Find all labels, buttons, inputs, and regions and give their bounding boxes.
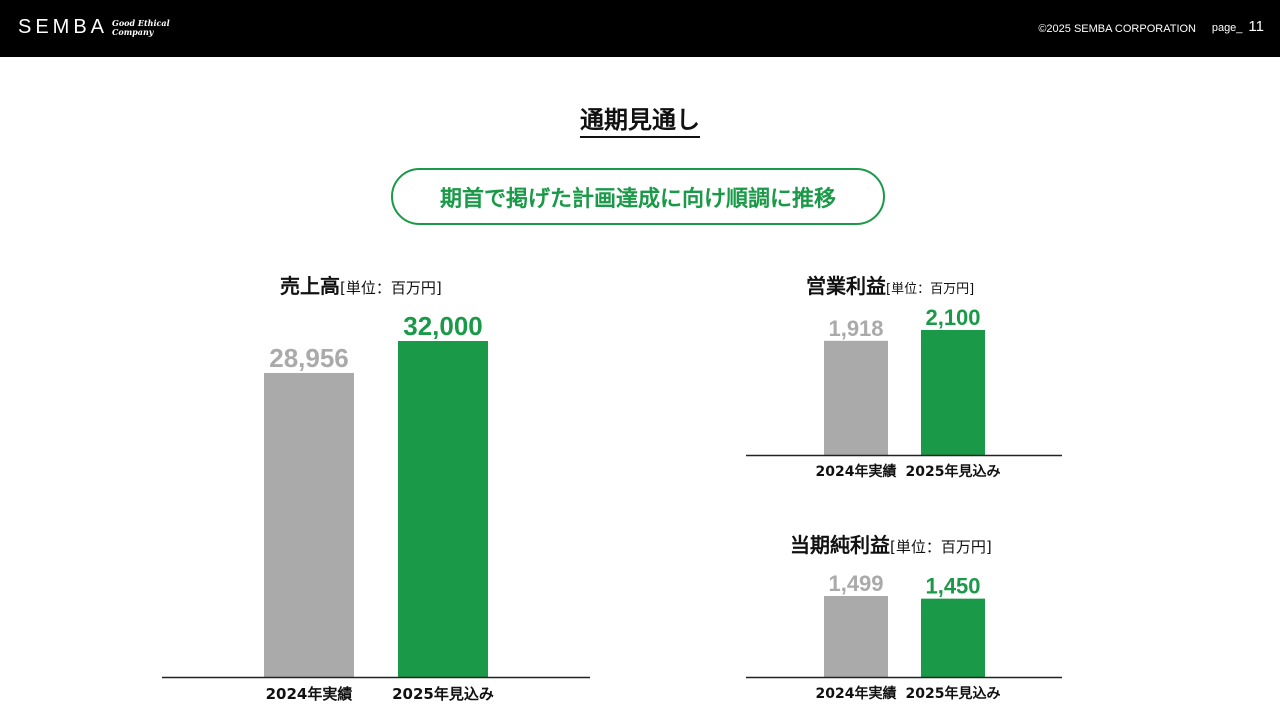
headline-pill: 期首で掲げた計画達成に向け順調に推移 [391,168,885,225]
operating-profit-chart-title: 営業利益 [806,274,886,298]
sales-chart-header: 売上高[単位：百万円] [280,270,442,299]
sales-category-label-2024: 2024年実績 [266,685,353,703]
net-income-chart-title: 当期純利益 [790,533,890,557]
sales-chart-svg: 28,956 2024年実績 32,000 2025年見込み [162,311,590,703]
operating-profit-value-label-2025: 2,100 [925,305,980,330]
net-income-chart-header: 当期純利益[単位：百万円] [790,529,992,558]
sales-value-label-2025: 32,000 [403,311,483,341]
sales-category-label-2025: 2025年見込み [392,685,494,703]
net-income-bar-2024 [824,596,888,677]
operating-profit-chart: 1,918 2024年実績 2,100 2025年見込み [744,298,1064,488]
header-bar: SEMBA Good Ethical Company ©2025 SEMBA C… [0,0,1280,57]
operating-profit-chart-unit: [単位：百万円] [886,282,975,297]
net-income-value-label-2024: 1,499 [828,571,883,596]
copyright: ©2025 SEMBA CORPORATION [1038,23,1196,35]
operating-profit-chart-svg: 1,918 2024年実績 2,100 2025年見込み [746,305,1062,480]
semba-logo: SEMBA [18,16,109,38]
operating-profit-chart-header: 営業利益[単位：百万円] [806,270,974,299]
sales-bar-2024 [264,372,354,677]
net-income-chart-svg: 1,499 2024年実績 1,450 2025年見込み [746,571,1062,702]
sales-bar-2025 [398,341,488,677]
operating-profit-category-label-2025: 2025年見込み [906,463,1001,480]
page-title-text: 通期見通し [580,106,700,138]
tagline-line-2: Company [112,27,154,37]
net-income-category-label-2024: 2024年実績 [816,685,897,702]
sales-chart: 28,956 2024年実績 32,000 2025年見込み [160,300,592,715]
net-income-chart: 1,499 2024年実績 1,450 2025年見込み [744,560,1064,712]
headline-text: 期首で掲げた計画達成に向け順調に推移 [439,186,836,212]
sales-chart-unit: [単位：百万円] [340,279,442,297]
net-income-bar-2025 [921,598,985,677]
net-income-chart-unit: [単位：百万円] [890,538,992,556]
net-income-value-label-2025: 1,450 [925,574,980,599]
sales-value-label-2024: 28,956 [269,343,349,373]
operating-profit-bar-2024 [824,340,888,455]
net-income-category-label-2025: 2025年見込み [906,685,1001,702]
page-title: 通期見通し [0,100,1280,138]
tagline-line-1: Good Ethical [112,18,170,28]
operating-profit-bar-2025 [921,330,985,455]
operating-profit-value-label-2024: 1,918 [828,316,883,341]
sales-chart-title: 売上高 [280,274,340,298]
operating-profit-category-label-2024: 2024年実績 [816,463,897,480]
page-label: page_ [1211,22,1243,34]
page-number: 11 [1248,18,1264,35]
page-indicator: page_ 11 [1212,18,1264,36]
logo-tagline: Good Ethical Company [112,19,182,37]
